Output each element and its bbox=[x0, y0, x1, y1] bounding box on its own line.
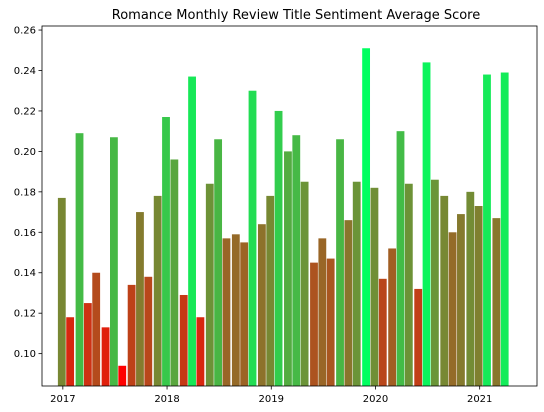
bar bbox=[336, 139, 344, 386]
y-tick-label: 0.16 bbox=[14, 228, 36, 239]
bar bbox=[466, 191, 475, 386]
x-tick-label: 2021 bbox=[467, 394, 492, 405]
bar bbox=[326, 258, 335, 386]
bar bbox=[83, 303, 92, 386]
bar bbox=[257, 224, 266, 386]
axes-group: 0.10 0.12 0.14 0.16 0.18 0.20 0.22 0.24 0.26 2017… bbox=[14, 25, 538, 405]
bar bbox=[370, 187, 379, 386]
y-tick-label: 0.18 bbox=[14, 187, 36, 198]
bar bbox=[118, 365, 127, 386]
y-tick-label: 0.26 bbox=[14, 26, 36, 37]
y-tick-label: 0.24 bbox=[14, 66, 36, 77]
bar bbox=[492, 218, 501, 386]
bar bbox=[300, 181, 309, 386]
bars-group bbox=[57, 48, 509, 387]
bar bbox=[179, 294, 188, 386]
bar bbox=[292, 135, 301, 386]
bar bbox=[231, 234, 240, 386]
bar bbox=[75, 133, 84, 386]
bar bbox=[144, 276, 153, 386]
bar bbox=[240, 242, 249, 386]
bar bbox=[153, 195, 162, 386]
bar bbox=[188, 76, 196, 386]
bar bbox=[136, 212, 144, 386]
bar bbox=[318, 238, 327, 386]
bar bbox=[222, 238, 231, 386]
bar bbox=[483, 74, 491, 386]
bar bbox=[92, 272, 101, 386]
bar bbox=[170, 159, 179, 386]
bar bbox=[310, 262, 318, 386]
y-tick-label: 0.10 bbox=[14, 349, 36, 360]
bar bbox=[274, 110, 283, 386]
bar bbox=[362, 48, 371, 386]
bar bbox=[396, 131, 405, 386]
bar bbox=[388, 248, 397, 386]
bar bbox=[284, 151, 292, 386]
bar bbox=[196, 317, 205, 386]
bar bbox=[457, 214, 465, 386]
y-tick-label: 0.22 bbox=[14, 106, 36, 117]
bar bbox=[352, 181, 361, 386]
bar bbox=[205, 183, 214, 386]
plot-frame bbox=[41, 25, 538, 387]
bar bbox=[500, 72, 509, 387]
bar bbox=[110, 137, 118, 386]
y-tick-label: 0.20 bbox=[14, 147, 36, 158]
bar bbox=[266, 195, 275, 386]
x-tick-label: 2019 bbox=[259, 394, 284, 405]
bar bbox=[430, 179, 439, 386]
bar bbox=[101, 327, 110, 386]
y-tick-label: 0.14 bbox=[14, 268, 36, 279]
y-tick-label: 0.12 bbox=[14, 309, 36, 320]
x-tick-label: 2020 bbox=[363, 394, 388, 405]
bar bbox=[66, 317, 75, 386]
bar bbox=[378, 278, 387, 386]
bar bbox=[57, 197, 66, 386]
bar bbox=[214, 139, 223, 386]
bar bbox=[440, 195, 449, 386]
bar bbox=[414, 288, 423, 386]
bar bbox=[474, 206, 483, 386]
bar bbox=[422, 62, 431, 387]
bar bbox=[344, 220, 353, 386]
bar bbox=[448, 232, 457, 386]
bar bbox=[127, 284, 136, 386]
x-tick-label: 2018 bbox=[154, 394, 179, 405]
bar bbox=[404, 183, 413, 386]
bar bbox=[248, 90, 257, 386]
bar bbox=[162, 117, 170, 386]
chart-title: Romance Monthly Review Title Sentiment A… bbox=[112, 8, 481, 23]
x-tick-label: 2017 bbox=[50, 394, 75, 405]
